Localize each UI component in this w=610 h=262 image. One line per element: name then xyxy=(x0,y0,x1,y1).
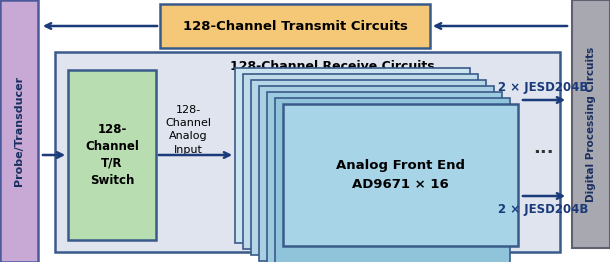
Bar xyxy=(160,4,430,48)
Bar xyxy=(243,74,478,249)
Bar xyxy=(55,52,560,252)
Bar xyxy=(235,68,470,243)
Text: 128-
Channel
Analog
Input: 128- Channel Analog Input xyxy=(165,105,211,155)
Text: Probe/Transducer: Probe/Transducer xyxy=(14,76,24,186)
Text: 128-
Channel
T/R
Switch: 128- Channel T/R Switch xyxy=(85,123,139,187)
Bar xyxy=(0,0,38,262)
Text: Digital Processing Circuits: Digital Processing Circuits xyxy=(586,46,596,202)
Text: ...: ... xyxy=(533,139,553,157)
Bar xyxy=(283,104,518,246)
Text: 128-Channel Transmit Circuits: 128-Channel Transmit Circuits xyxy=(182,19,407,32)
Text: 2 × JESD204B: 2 × JESD204B xyxy=(498,81,588,95)
Text: 2 × JESD204B: 2 × JESD204B xyxy=(498,204,588,216)
Bar xyxy=(572,0,610,248)
Text: 128-Channel Receive Circuits: 128-Channel Receive Circuits xyxy=(231,59,435,73)
Bar xyxy=(267,92,502,262)
Bar xyxy=(275,98,510,262)
Text: Analog Front End
AD9671 × 16: Analog Front End AD9671 × 16 xyxy=(336,160,465,190)
Bar xyxy=(251,80,486,255)
Bar xyxy=(259,86,494,261)
Bar xyxy=(68,70,156,240)
